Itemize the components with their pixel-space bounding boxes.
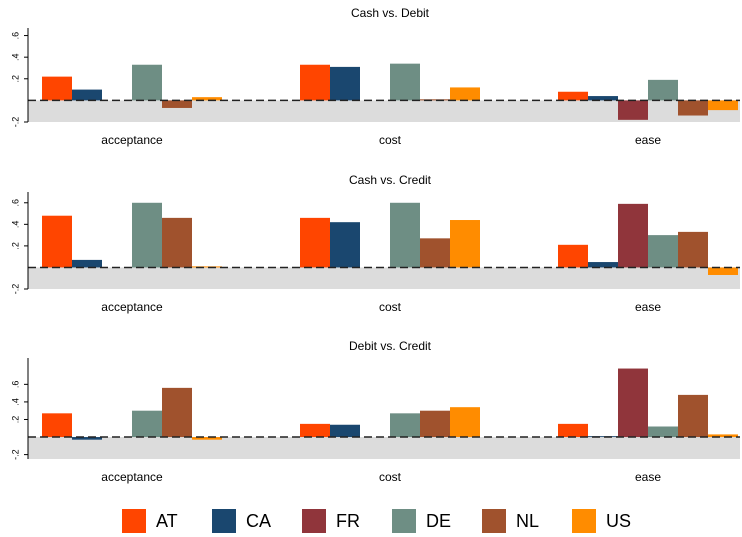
y-tick-label: .4 [10, 221, 20, 229]
y-tick-label: -.2 [10, 449, 20, 460]
panel-title: Cash vs. Credit [349, 173, 432, 187]
bar [708, 100, 738, 111]
bar [678, 231, 708, 268]
y-tick-label: .6 [10, 199, 20, 207]
legend-swatch [212, 509, 236, 533]
bar [588, 262, 618, 268]
y-tick-label: .2 [10, 75, 20, 83]
y-tick-label: .6 [10, 381, 20, 389]
shaded-band [28, 267, 740, 289]
bar [558, 244, 588, 268]
bar [72, 259, 102, 268]
bar [648, 426, 678, 438]
bar [450, 407, 480, 438]
bar [42, 76, 72, 101]
panel-title: Debit vs. Credit [349, 339, 432, 353]
legend-swatch [302, 509, 326, 533]
bar [132, 202, 162, 268]
bar [42, 215, 72, 268]
bar [162, 387, 192, 438]
bar [192, 97, 222, 101]
bar [648, 79, 678, 101]
bar [588, 96, 618, 101]
legend-swatch [392, 509, 416, 533]
bar [708, 434, 738, 438]
bar [72, 437, 102, 440]
bar [390, 63, 420, 101]
bar [450, 87, 480, 101]
bar [330, 66, 360, 101]
y-tick-label: .4 [10, 398, 20, 406]
y-tick-label: -.2 [10, 284, 20, 295]
x-tick-label: cost [379, 470, 402, 484]
bar [618, 368, 648, 438]
y-tick-label: .4 [10, 53, 20, 61]
bar [420, 238, 450, 268]
bar [648, 235, 678, 268]
bar [618, 203, 648, 268]
bar [192, 266, 222, 268]
bar [588, 436, 618, 438]
bar [132, 64, 162, 101]
x-tick-label: ease [635, 300, 661, 314]
legend-swatch [122, 509, 146, 533]
bar [330, 222, 360, 268]
x-tick-label: ease [635, 133, 661, 147]
y-tick-label: .6 [10, 32, 20, 40]
legend-label: DE [426, 511, 451, 531]
bar [450, 220, 480, 268]
bar [390, 413, 420, 438]
x-tick-label: acceptance [101, 470, 163, 484]
x-tick-label: ease [635, 470, 661, 484]
bar [420, 99, 450, 101]
bar [420, 410, 450, 438]
legend-swatch [572, 509, 596, 533]
bar [162, 217, 192, 268]
legend-label: US [606, 511, 631, 531]
bar [558, 423, 588, 438]
bar [300, 217, 330, 268]
x-tick-label: cost [379, 133, 402, 147]
bar [192, 437, 222, 440]
legend-label: NL [516, 511, 539, 531]
legend-swatch [482, 509, 506, 533]
y-tick-label: .2 [10, 416, 20, 424]
bar [132, 410, 162, 438]
y-tick-label: .2 [10, 242, 20, 250]
bar [618, 100, 648, 120]
bar [678, 394, 708, 438]
x-tick-label: acceptance [101, 300, 163, 314]
bar [162, 100, 192, 108]
bar [678, 100, 708, 116]
bar [708, 267, 738, 275]
bar [390, 202, 420, 268]
panel-title: Cash vs. Debit [351, 6, 430, 20]
bar [330, 424, 360, 438]
x-tick-label: cost [379, 300, 402, 314]
legend-label: AT [156, 511, 178, 531]
legend-label: FR [336, 511, 360, 531]
legend-label: CA [246, 511, 271, 531]
y-tick-label: -.2 [10, 117, 20, 128]
bar [72, 89, 102, 101]
shaded-band [28, 100, 740, 122]
x-tick-label: acceptance [101, 133, 163, 147]
bar [300, 423, 330, 438]
shaded-band [28, 437, 740, 459]
bar [42, 413, 72, 438]
bar [558, 91, 588, 101]
bar [300, 64, 330, 101]
